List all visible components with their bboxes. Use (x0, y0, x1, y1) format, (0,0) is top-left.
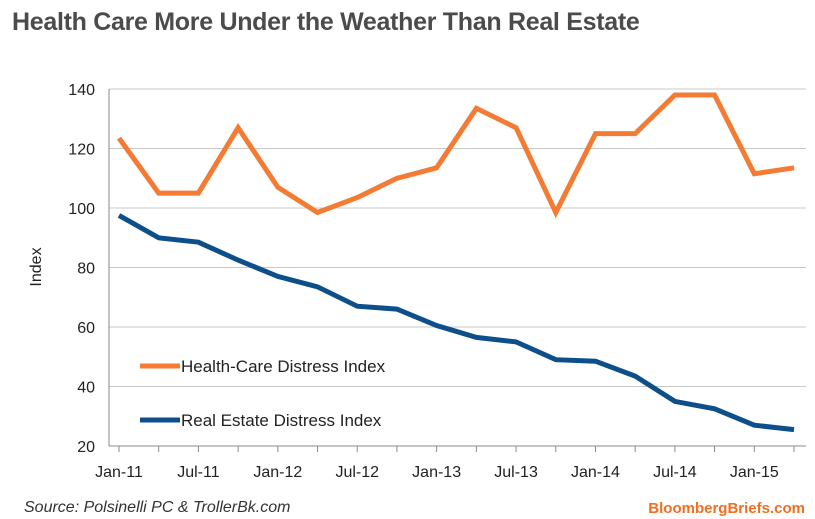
gridlines (108, 88, 806, 447)
series-line-health-care (116, 92, 795, 219)
x-tick-label: Jan-11 (95, 464, 143, 481)
legend-label: Real Estate Distress Index (181, 411, 382, 430)
legend-label: Health-Care Distress Index (181, 357, 386, 376)
y-axis-label: Index (28, 247, 45, 286)
y-tick-label: 60 (77, 320, 95, 337)
x-tick-label: Jan-13 (412, 464, 461, 481)
x-tick-label: Jul-11 (177, 464, 219, 481)
series-line-real-estate (117, 213, 795, 433)
source-note: Source: Polsinelli PC & TrollerBk.com (24, 499, 291, 516)
y-tick-label: 40 (77, 380, 95, 397)
chart-title: Health Care More Under the Weather Than … (12, 8, 640, 36)
y-tick-label: 140 (68, 82, 95, 99)
y-tick-label: 100 (68, 201, 95, 218)
brand-logo-text: BloombergBriefs.com (648, 500, 805, 517)
series-lines (116, 92, 795, 433)
x-tick-label: Jul-13 (494, 464, 538, 481)
x-tick-label: Jan-14 (571, 464, 620, 481)
y-tick-label: 20 (77, 439, 95, 456)
y-axis-ticks: 20 40 60 80 100 120 140 (68, 82, 95, 456)
y-tick-label: 80 (77, 261, 95, 278)
x-tick-label: Jan-15 (730, 464, 779, 481)
x-tick-label: Jul-14 (653, 464, 697, 481)
x-tick-label: Jul-12 (335, 464, 379, 481)
y-tick-label: 120 (68, 142, 95, 159)
x-tick-label: Jan-12 (253, 464, 302, 481)
legend: Health-Care Distress Index Real Estate Di… (140, 357, 386, 430)
x-axis-ticks: Jan-11 Jul-11 Jan-12 Jul-12 Jan-13 Jul-13 Jan-… (95, 446, 795, 481)
